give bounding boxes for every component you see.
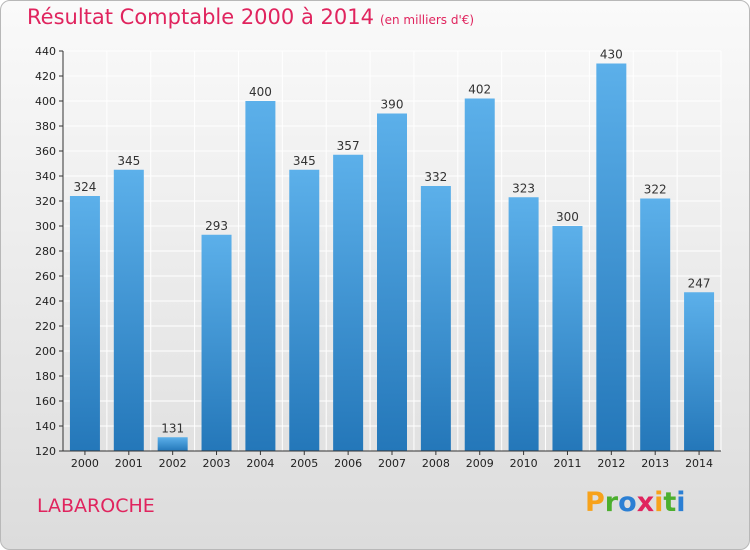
- bar: [508, 197, 539, 451]
- y-tick-label: 120: [35, 445, 56, 458]
- data-label: 293: [205, 219, 228, 233]
- x-tick-label: 2013: [641, 457, 669, 470]
- x-tick-label: 2009: [466, 457, 494, 470]
- bar: [640, 198, 671, 451]
- data-label: 131: [161, 421, 184, 435]
- logo-letter: i: [676, 487, 686, 518]
- x-tick-label: 2006: [334, 457, 362, 470]
- data-label: 345: [117, 154, 140, 168]
- x-tick-label: 2008: [422, 457, 450, 470]
- bar: [420, 186, 451, 451]
- bar: [552, 226, 583, 451]
- x-tick-label: 2011: [553, 457, 581, 470]
- bar: [113, 169, 144, 451]
- data-label: 324: [73, 180, 96, 194]
- bars: 324 345 131 293 400 345 357 390 332 402 323 300 430 3…: [69, 48, 715, 451]
- x-tick-label: 2001: [115, 457, 143, 470]
- y-tick-label: 280: [35, 245, 56, 258]
- y-tick-label: 300: [35, 220, 56, 233]
- logo-letter: i: [654, 487, 664, 518]
- chart-title-text: Résultat Comptable 2000 à 2014: [27, 5, 374, 29]
- x-tick-label: 2010: [510, 457, 538, 470]
- bar: [333, 154, 364, 451]
- bar: [684, 292, 715, 451]
- bar: [69, 196, 100, 451]
- proxiti-logo: Proxiti: [585, 487, 686, 518]
- y-tick-label: 240: [35, 295, 56, 308]
- data-label: 323: [512, 181, 535, 195]
- data-label: 430: [600, 48, 623, 62]
- x-tick-label: 2007: [378, 457, 406, 470]
- bar: [245, 101, 276, 451]
- x-tick-label: 2004: [246, 457, 274, 470]
- chart-unit: (en milliers d'€): [379, 13, 475, 27]
- y-tick-label: 180: [35, 370, 56, 383]
- y-tick-label: 440: [35, 45, 56, 58]
- bar: [289, 169, 320, 451]
- y-tick-label: 420: [35, 70, 56, 83]
- x-tick-label: 2014: [685, 457, 713, 470]
- x-tick-label: 2005: [290, 457, 318, 470]
- bar: [464, 98, 495, 451]
- y-tick-label: 220: [35, 320, 56, 333]
- bar: [157, 437, 188, 451]
- bar: [596, 63, 627, 451]
- y-tick-label: 320: [35, 195, 56, 208]
- logo-letter: P: [585, 487, 605, 518]
- logo-letter: o: [618, 487, 637, 518]
- logo-letter: r: [604, 487, 619, 518]
- logo-letter: x: [636, 487, 655, 518]
- y-tick-label: 360: [35, 145, 56, 158]
- x-tick-label: 2003: [203, 457, 231, 470]
- y-tick-label: 400: [35, 95, 56, 108]
- x-tick-label: 2012: [597, 457, 625, 470]
- y-tick-label: 160: [35, 395, 56, 408]
- data-label: 300: [556, 210, 579, 224]
- data-label: 402: [468, 83, 491, 97]
- data-label: 322: [644, 183, 667, 197]
- y-tick-label: 380: [35, 120, 56, 133]
- data-label: 345: [293, 154, 316, 168]
- y-tick-label: 340: [35, 170, 56, 183]
- x-tick-label: 2000: [71, 457, 99, 470]
- y-tick-label: 200: [35, 345, 56, 358]
- x-tick-label: 2002: [159, 457, 187, 470]
- bar: [201, 234, 232, 451]
- bar: [377, 113, 407, 451]
- y-tick-label: 140: [35, 420, 56, 433]
- logo-letter: t: [663, 487, 677, 518]
- town-name: LABAROCHE: [37, 495, 155, 517]
- data-label: 247: [688, 276, 711, 290]
- chart-title: Résultat Comptable 2000 à 2014 (en millie…: [27, 5, 474, 29]
- data-label: 400: [249, 85, 272, 99]
- y-tick-label: 260: [35, 270, 56, 283]
- data-label: 357: [337, 139, 360, 153]
- data-label: 332: [424, 170, 447, 184]
- axes: 120 140 160 180 200 220 240 260 280 300 320 340 360 3…: [35, 45, 721, 470]
- data-label: 390: [381, 98, 404, 112]
